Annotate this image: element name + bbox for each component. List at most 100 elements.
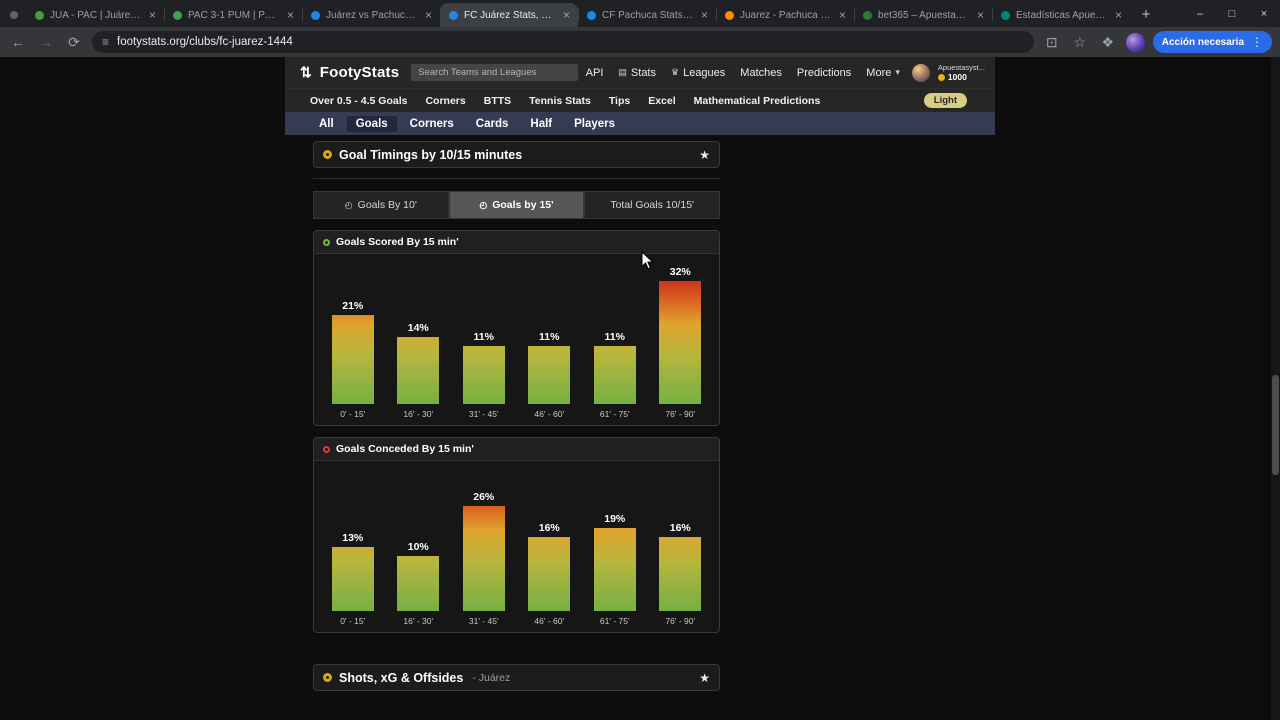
browser-tab[interactable]: FC Juárez Stats, Form & x ×	[440, 3, 578, 27]
toggle-label: Goals by 15'	[492, 199, 554, 211]
toggle-goals-by-10[interactable]: ◴ Goals By 10'	[313, 191, 449, 219]
next-section-subtitle: - Juárez	[472, 671, 511, 684]
browser-tab[interactable]: bet365 – Apuestas depor ×	[854, 3, 992, 27]
tab-favicon-icon	[1001, 10, 1010, 20]
maximize-button[interactable]: □	[1228, 7, 1236, 20]
nav-label: API	[585, 66, 604, 79]
scrollbar-thumb[interactable]	[1272, 375, 1279, 475]
favorite-star-icon[interactable]: ★	[699, 147, 710, 162]
bar-cell: 19%	[582, 513, 648, 611]
bar-cell: 16%	[648, 522, 714, 611]
tab-close-icon[interactable]: ×	[976, 8, 984, 22]
bar-value-label: 16%	[669, 522, 691, 534]
url-text[interactable]: footystats.org/clubs/fc-juarez-1444	[117, 36, 293, 48]
bars-row: 13% 10% 26% 16% 19% 16%	[320, 461, 713, 611]
back-button[interactable]: ←	[11, 34, 25, 50]
axis-label: 46' - 60'	[534, 616, 565, 626]
browser-tab[interactable]: Juarez - Pachuca Odds, ×	[716, 3, 854, 27]
page-tab-goals[interactable]: Goals	[346, 115, 397, 132]
bar	[528, 537, 571, 611]
pip-icon[interactable]: ⊡	[1045, 33, 1058, 50]
page-tab-players[interactable]: Players	[574, 117, 616, 130]
minimize-button[interactable]: –	[1196, 7, 1204, 20]
bar-cell: 32%	[648, 266, 714, 404]
chart-panel-goals-scored-by-15-min: Goals Scored By 15 min' 21% 14% 11% 11% 11% 32…	[313, 230, 720, 426]
subnav-item-over-0-5-4-5-goals[interactable]: Over 0.5 - 4.5 Goals	[310, 94, 408, 107]
browser-tab[interactable]: Juárez vs Pachuca Stats, H ×	[302, 3, 440, 27]
action-needed-button[interactable]: Acción necesaria ⋮	[1152, 31, 1272, 53]
browser-tab[interactable]: JUA - PAC | Juárez vs Pach ×	[26, 3, 164, 27]
address-bar[interactable]: ≡ footystats.org/clubs/fc-juarez-1444	[92, 31, 1034, 53]
next-section-title: Shots, xG & Offsides	[339, 670, 464, 685]
page-tab-corners[interactable]: Corners	[409, 117, 454, 130]
nav-item-more[interactable]: More ▾	[866, 67, 900, 79]
nav-item-leagues[interactable]: ♛ Leagues	[671, 67, 725, 79]
bookmark-star-icon[interactable]: ☆	[1073, 33, 1087, 50]
subnav-item-tennis-stats[interactable]: Tennis Stats	[529, 94, 591, 107]
bar-value-label: 11%	[604, 331, 625, 343]
search-input[interactable]	[411, 64, 578, 81]
bar	[659, 281, 702, 404]
bar	[659, 537, 702, 611]
axis-label: 76' - 90'	[665, 409, 696, 419]
account-name: Apuestasyst...	[937, 62, 985, 72]
bar-value-label: 14%	[407, 322, 429, 334]
subnav-item-mathematical-predictions[interactable]: Mathematical Predictions	[693, 94, 821, 107]
theme-toggle-button[interactable]: Light	[923, 93, 967, 108]
browser-tab[interactable]: CF Pachuca Stats, Form & ×	[578, 3, 716, 27]
forward-button[interactable]: →	[39, 34, 53, 50]
favorite-star-icon[interactable]: ★	[699, 670, 710, 685]
site-user-avatar[interactable]	[911, 63, 930, 82]
subnav-item-tips[interactable]: Tips	[608, 94, 631, 107]
axis-label: 16' - 30'	[403, 616, 434, 626]
tab-title: PAC 3-1 PUM | Pachuca v	[188, 9, 279, 21]
page-tab-cards[interactable]: Cards	[475, 117, 509, 130]
tab-close-icon[interactable]: ×	[562, 8, 570, 22]
bar-value-label: 11%	[473, 331, 494, 343]
bar-value-label: 26%	[473, 491, 495, 503]
nav-item-api[interactable]: API	[586, 67, 604, 79]
tab-search-icon[interactable]	[10, 11, 18, 19]
browser-tab[interactable]: PAC 3-1 PUM | Pachuca v ×	[164, 3, 302, 27]
footystats-logo[interactable]: FootyStats	[319, 64, 400, 81]
new-tab-button[interactable]: +	[1141, 5, 1151, 23]
account-info[interactable]: Apuestasyst... 1000	[937, 62, 985, 83]
browser-profile-avatar[interactable]	[1125, 32, 1145, 52]
page-tab-half[interactable]: Half	[530, 117, 553, 130]
axis-label: 61' - 75'	[599, 616, 630, 626]
tab-close-icon[interactable]: ×	[838, 8, 846, 22]
footystats-logo-icon[interactable]: ⇅	[300, 64, 312, 80]
goal-timings-icon	[323, 150, 332, 159]
browser-tab[interactable]: Estadísticas Apuestasyst ×	[992, 3, 1130, 27]
reload-button[interactable]: ⟳	[68, 33, 80, 50]
tab-close-icon[interactable]: ×	[700, 8, 708, 22]
bar-cell: 16%	[517, 522, 583, 611]
chart-dot-icon	[323, 238, 330, 246]
browser-menu-icon[interactable]: ⋮	[1251, 35, 1263, 49]
extensions-icon[interactable]: ❖	[1101, 33, 1115, 50]
nav-item-matches[interactable]: Matches	[740, 67, 782, 79]
section-header-shots-xg: Shots, xG & Offsides - Juárez ★	[313, 664, 720, 691]
toggle-total-goals-10-15[interactable]: Total Goals 10/15'	[584, 191, 721, 219]
nav-item-stats[interactable]: ▤ Stats	[618, 67, 656, 79]
tab-close-icon[interactable]: ×	[1114, 8, 1122, 22]
toggle-goals-by-15[interactable]: ◴ Goals by 15'	[448, 191, 585, 219]
subnav-item-btts[interactable]: BTTS	[483, 94, 512, 107]
window-close-button[interactable]: ×	[1260, 7, 1268, 20]
axis-label: 16' - 30'	[403, 409, 434, 419]
site-nav: API ▤ Stats ♛ Leagues Matches Predictions More ▾	[586, 67, 900, 79]
bar	[593, 346, 636, 404]
scrollbar[interactable]	[1271, 57, 1280, 720]
mouse-cursor	[641, 251, 654, 270]
site-info-icon[interactable]: ≡	[102, 35, 110, 49]
tab-close-icon[interactable]: ×	[286, 8, 294, 22]
subnav-item-corners[interactable]: Corners	[425, 94, 466, 107]
tab-close-icon[interactable]: ×	[424, 8, 432, 22]
coin-balance: 1000	[937, 72, 967, 83]
tab-favicon-icon	[863, 10, 872, 20]
tab-close-icon[interactable]: ×	[148, 8, 156, 22]
nav-item-predictions[interactable]: Predictions	[797, 67, 851, 79]
subnav-item-excel[interactable]: Excel	[648, 94, 676, 107]
page-tab-all[interactable]: All	[319, 117, 334, 130]
